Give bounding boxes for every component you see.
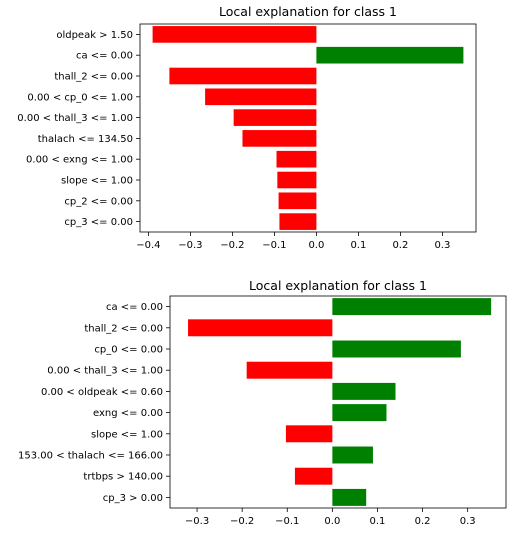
bar xyxy=(285,425,333,443)
y-tick-label: trtbps > 140.00 xyxy=(83,472,163,483)
y-tick-label: 0.00 < thall_3 <= 1.00 xyxy=(17,113,133,124)
axes-frame xyxy=(139,23,477,233)
y-tick-label: oldpeak > 1.50 xyxy=(56,30,133,41)
chart-title: Local explanation for class 1 xyxy=(219,4,397,19)
y-tick-label: 0.00 < thall_3 <= 1.00 xyxy=(47,366,163,377)
x-tick-label: −0.2 xyxy=(220,240,244,251)
y-tick-label: thall_2 <= 0.00 xyxy=(54,72,133,83)
y-tick-label: thall_2 <= 0.00 xyxy=(84,323,163,334)
y-tick-label: 0.00 < cp_0 <= 1.00 xyxy=(27,92,133,103)
axes-frame xyxy=(169,295,507,509)
y-tick-label: cp_3 > 0.00 xyxy=(103,493,163,504)
chart-top: Local explanation for class 1 oldpeak > … xyxy=(17,4,477,251)
bar xyxy=(332,404,387,422)
y-tick-label: 153.00 < thalach <= 166.00 xyxy=(18,451,163,462)
y-tick-label: ca <= 0.00 xyxy=(106,302,163,313)
y-tick-label: thalach <= 134.50 xyxy=(38,134,133,145)
x-tick-label: −0.1 xyxy=(262,240,286,251)
y-tick-label: cp_2 <= 0.00 xyxy=(64,196,133,207)
bar xyxy=(332,340,461,358)
x-tick-label: 0.1 xyxy=(350,240,366,251)
x-tick-label: 0.2 xyxy=(392,240,408,251)
bar xyxy=(294,467,333,485)
bar xyxy=(205,88,317,106)
bar xyxy=(152,26,317,43)
x-tick-label: 0.2 xyxy=(415,516,431,527)
bar xyxy=(233,109,317,126)
x-tick-label: 0.3 xyxy=(434,240,450,251)
x-tick-label: −0.4 xyxy=(136,240,160,251)
bar xyxy=(169,67,317,85)
x-tick-label: −0.1 xyxy=(275,516,299,527)
bar xyxy=(277,171,317,189)
bar xyxy=(242,130,317,147)
bar xyxy=(332,488,367,506)
bar xyxy=(188,319,333,337)
bar xyxy=(332,446,373,464)
bar xyxy=(279,213,317,230)
y-tick-label: slope <= 1.00 xyxy=(61,176,133,187)
x-tick-label: −0.3 xyxy=(185,516,209,527)
y-tick-label: exng <= 0.00 xyxy=(93,408,163,419)
x-tick-label: 0.0 xyxy=(324,516,340,527)
y-tick-label: 0.00 < oldpeak <= 0.60 xyxy=(41,387,163,398)
x-tick-label: 0.0 xyxy=(308,240,324,251)
y-tick-label: cp_0 <= 0.00 xyxy=(94,345,163,356)
y-tick-label: cp_3 <= 0.00 xyxy=(64,217,133,228)
y-tick-label: ca <= 0.00 xyxy=(76,51,133,62)
x-tick-label: −0.2 xyxy=(230,516,254,527)
x-tick-label: −0.3 xyxy=(178,240,202,251)
chart-bottom: Local explanation for class 1 ca <= 0.00… xyxy=(18,278,507,527)
y-tick-label: slope <= 1.00 xyxy=(91,429,163,440)
bar xyxy=(278,192,317,210)
bar xyxy=(276,150,317,168)
x-tick-label: 0.1 xyxy=(370,516,386,527)
bar xyxy=(332,382,396,400)
chart-title: Local explanation for class 1 xyxy=(249,278,427,293)
x-tick-label: 0.3 xyxy=(460,516,476,527)
bar xyxy=(332,298,492,316)
bar xyxy=(246,361,333,379)
bar xyxy=(316,46,464,64)
y-tick-label: 0.00 < exng <= 1.00 xyxy=(26,155,133,166)
